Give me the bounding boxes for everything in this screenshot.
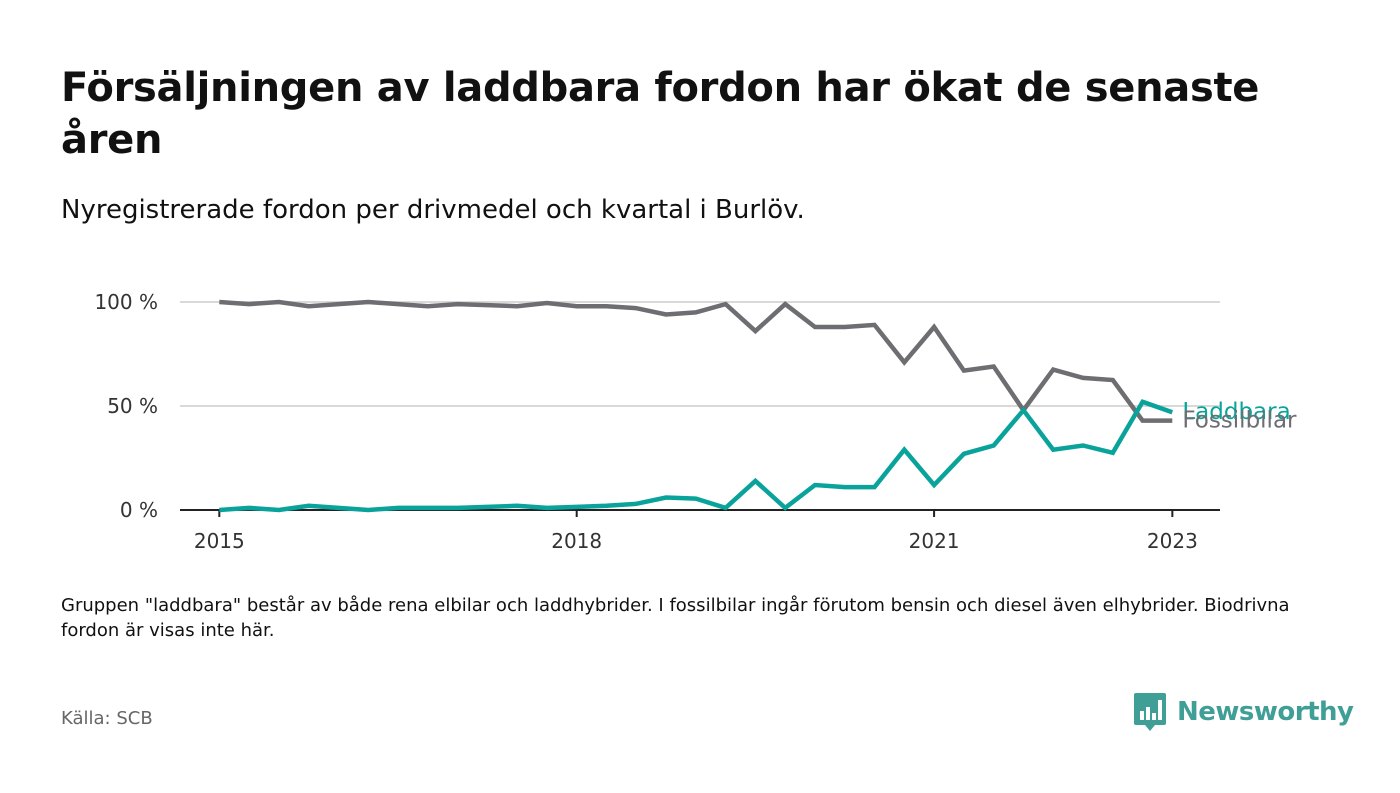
chart-title: Försäljningen av laddbara fordon har öka… bbox=[61, 65, 1260, 163]
line-chart: 0 % 50 % 100 % 2015 2018 2021 2023 LaddbaraFo… bbox=[94, 290, 1297, 553]
y-tick-label: 50 % bbox=[107, 394, 158, 418]
y-tick-label: 0 % bbox=[120, 498, 158, 522]
x-tick-label: 2021 bbox=[909, 529, 960, 553]
series-line-fossilbilar bbox=[219, 299, 1173, 423]
series-label-fossilbilar: Fossilbilar bbox=[1182, 408, 1297, 434]
newsworthy-chart-icon bbox=[1134, 693, 1166, 731]
x-tick-label: 2018 bbox=[551, 529, 602, 553]
series-label-laddbara: Laddbara bbox=[1182, 399, 1290, 425]
source-label: Källa: SCB bbox=[61, 708, 153, 729]
chart-note: Gruppen "laddbara" består av både rena e… bbox=[61, 595, 1290, 641]
y-tick-label: 100 % bbox=[94, 290, 158, 314]
newsworthy-logo[interactable]: Newsworthy bbox=[1133, 692, 1354, 732]
x-tick-label: 2023 bbox=[1147, 529, 1198, 553]
brand-name: Newsworthy bbox=[1177, 697, 1354, 727]
chart-subtitle: Nyregistrerade fordon per drivmedel och … bbox=[61, 195, 805, 225]
series-line-laddbara bbox=[219, 399, 1174, 513]
x-tick-label: 2015 bbox=[194, 529, 245, 553]
